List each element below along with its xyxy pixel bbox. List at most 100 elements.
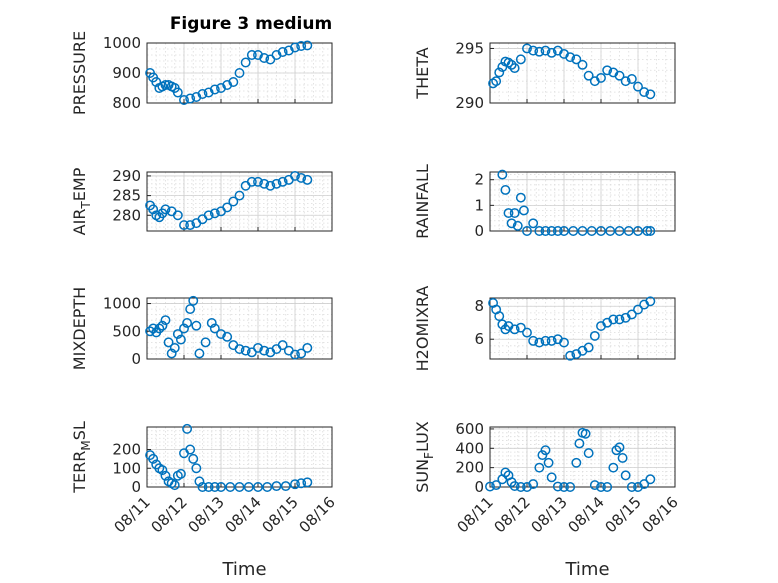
data-point (522, 226, 532, 236)
data-series (145, 40, 313, 105)
data-point (188, 453, 199, 464)
data-point (243, 482, 254, 492)
data-point (290, 479, 300, 490)
data-point (620, 470, 631, 481)
data-point (169, 342, 180, 353)
data-point (262, 482, 273, 492)
data-series (497, 169, 656, 236)
x-axis-label: Time (221, 559, 266, 580)
x-tick-label: 08/11 (111, 493, 154, 536)
data-point (611, 445, 622, 456)
x-tick-label: 08/16 (296, 493, 339, 536)
y-tick-label: 8 (474, 297, 484, 315)
y-tick-label: 1000 (103, 295, 141, 313)
data-point (157, 320, 168, 331)
data-point (559, 226, 569, 236)
data-point (583, 342, 594, 353)
data-point (645, 89, 656, 100)
data-point (546, 226, 557, 236)
data-point (494, 311, 505, 322)
data-point (296, 348, 307, 359)
data-point (614, 314, 625, 325)
data-point (206, 318, 217, 328)
y-tick-label: 2 (474, 171, 484, 189)
data-point (645, 296, 656, 307)
y-axis-label: SUNFLUX (413, 421, 436, 493)
data-point (546, 47, 557, 58)
data-point (596, 482, 606, 492)
data-point (515, 322, 526, 333)
data-point (534, 226, 545, 236)
data-point (160, 80, 171, 90)
data-point (216, 329, 226, 339)
data-point (296, 41, 307, 51)
data-point (645, 474, 656, 485)
data-point (568, 226, 579, 236)
data-point (197, 89, 208, 99)
x-tick-label: 08/13 (185, 493, 228, 536)
data-series (145, 423, 313, 492)
data-point (491, 76, 502, 87)
data-point (185, 93, 196, 104)
data-point (302, 342, 313, 353)
data-point (234, 190, 245, 201)
data-point (639, 479, 650, 490)
x-tick-label: 08/11 (454, 493, 497, 536)
x-axis-label: Time (564, 559, 609, 580)
data-point (633, 81, 643, 92)
data-point (586, 226, 597, 236)
data-point (574, 438, 585, 449)
data-point (491, 480, 502, 491)
data-point (203, 87, 214, 98)
data-point (528, 218, 539, 229)
figure-title: Figure 3 medium (170, 14, 332, 34)
data-point (509, 324, 520, 335)
data-point (191, 92, 202, 102)
data-point (645, 226, 656, 236)
y-tick-label: 0 (131, 478, 141, 496)
x-tick-label: 08/12 (148, 493, 191, 536)
y-tick-label: 200 (455, 459, 484, 477)
y-tick-label: 200 (112, 441, 141, 459)
data-point (534, 337, 545, 348)
subplot-rainfall: 0 1 2 RAINFALL (413, 164, 676, 240)
data-point (500, 324, 511, 335)
x-tick-label: 08/13 (528, 493, 571, 536)
data-point (175, 334, 186, 345)
data-point (290, 170, 300, 181)
data-point (216, 482, 226, 492)
data-point (271, 50, 282, 60)
data-point (172, 210, 183, 221)
data-point (228, 196, 239, 207)
data-point (633, 304, 643, 315)
data-point (596, 226, 606, 236)
data-point (552, 481, 563, 492)
data-point (277, 47, 288, 57)
data-point (522, 482, 532, 492)
data-point (302, 40, 313, 51)
y-axis-label: RAINFALL (413, 164, 432, 239)
data-point (169, 480, 180, 491)
data-point (154, 323, 165, 334)
y-axis-label: H2OMIXRA (413, 286, 432, 372)
y-tick-label: 0 (131, 350, 141, 368)
data-point (626, 74, 637, 84)
y-tick-label: 100 (112, 459, 141, 477)
data-point (179, 95, 189, 105)
data-point (559, 337, 569, 348)
data-point (605, 226, 616, 236)
data-point (182, 318, 193, 328)
data-point (166, 348, 177, 359)
data-point (179, 220, 189, 231)
data-series (145, 295, 313, 360)
data-point (280, 481, 291, 492)
data-point (515, 482, 526, 492)
data-point (302, 174, 313, 185)
y-tick-label: 280 (112, 206, 141, 224)
data-point (160, 204, 171, 215)
data-point (200, 337, 211, 348)
data-point (571, 54, 582, 65)
data-point (617, 453, 628, 463)
data-point (253, 342, 263, 353)
data-point (565, 482, 576, 492)
